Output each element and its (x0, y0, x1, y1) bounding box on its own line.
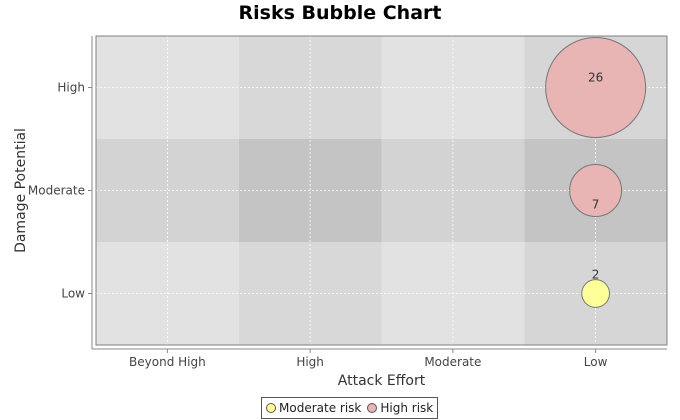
bubble-value-label: 26 (588, 71, 603, 85)
legend-label-high-risk: High risk (380, 401, 434, 415)
x-tick-beyond-high: Beyond High (129, 355, 206, 369)
x-tick-moderate: Moderate (424, 355, 481, 369)
legend-item-moderate-risk: Moderate risk (266, 401, 361, 415)
y-tick-low: Low (61, 287, 85, 301)
legend-swatch-high-risk (367, 403, 378, 413)
bubble-high-risk (545, 37, 647, 138)
x-tick-labels: Beyond High High Moderate Low (129, 355, 608, 369)
y-axis-label: Damage Potential (13, 128, 29, 253)
bubble-value-label: 2 (592, 268, 600, 282)
y-tick-high: High (57, 81, 85, 95)
axes (88, 36, 667, 353)
plot-frame (95, 35, 668, 346)
bubbles: 2 26 7 (545, 37, 647, 308)
chart-title: Risks Bubble Chart (238, 2, 442, 24)
x-tick-high: High (296, 355, 324, 369)
legend: Moderate risk High risk (261, 397, 439, 419)
bubble-moderate-risk (581, 279, 610, 308)
bubble-value-label: 7 (592, 198, 600, 212)
y-tick-moderate: Moderate (28, 184, 85, 198)
x-tick-low: Low (584, 355, 608, 369)
legend-swatch-moderate-risk (266, 403, 276, 413)
legend-label-moderate-risk: Moderate risk (279, 401, 362, 415)
legend-item-high-risk: High risk (367, 401, 433, 415)
x-axis-label: Attack Effort (338, 373, 426, 389)
y-tick-labels: Low Moderate High (28, 81, 85, 301)
bubble-high-risk (569, 164, 623, 217)
